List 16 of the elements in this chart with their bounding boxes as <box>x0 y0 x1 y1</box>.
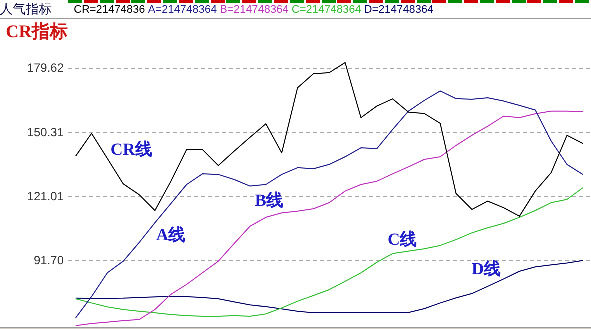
text: A=214748364 <box>148 4 218 16</box>
series-label: D线 <box>472 260 502 279</box>
chart-subtitle: 人气指标 <box>0 2 52 17</box>
series-label: A线 <box>156 225 186 244</box>
text: C=214748364 <box>292 4 362 16</box>
y-tick-label: 179.62 <box>27 61 64 76</box>
chart-title: CR指标 <box>6 22 68 42</box>
text: CR=21474836 <box>74 4 146 16</box>
text: D=214748364 <box>364 4 434 16</box>
y-tick-label: 150.31 <box>27 125 64 140</box>
series-label: CR线 <box>110 140 152 160</box>
text: B=214748364 <box>220 4 289 16</box>
y-tick-label: 121.01 <box>27 189 64 204</box>
series-label: B线 <box>255 190 284 210</box>
series-label: C线 <box>388 230 418 250</box>
y-tick-label: 91.70 <box>34 253 64 268</box>
